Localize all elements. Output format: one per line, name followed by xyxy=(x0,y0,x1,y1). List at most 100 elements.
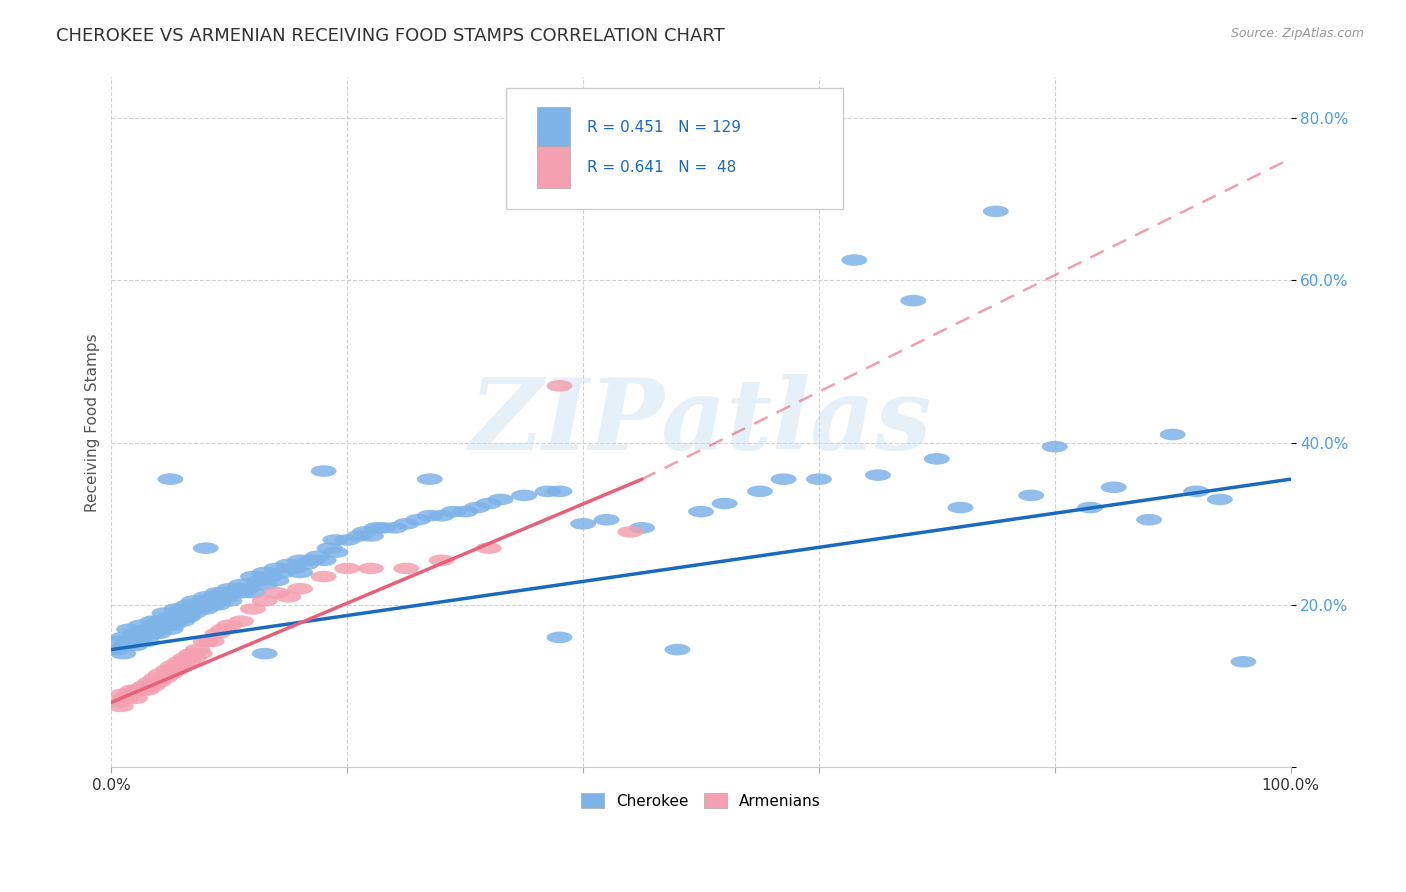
Ellipse shape xyxy=(160,660,186,672)
Ellipse shape xyxy=(138,676,163,688)
Ellipse shape xyxy=(117,636,142,648)
Ellipse shape xyxy=(475,498,502,509)
Ellipse shape xyxy=(311,555,336,566)
Ellipse shape xyxy=(146,628,172,640)
FancyBboxPatch shape xyxy=(506,87,842,209)
Ellipse shape xyxy=(593,514,620,525)
Ellipse shape xyxy=(193,603,219,615)
Ellipse shape xyxy=(122,692,148,704)
Ellipse shape xyxy=(187,648,212,659)
Ellipse shape xyxy=(394,563,419,574)
Ellipse shape xyxy=(263,587,290,599)
Ellipse shape xyxy=(370,522,395,533)
Ellipse shape xyxy=(110,689,136,700)
Ellipse shape xyxy=(770,474,797,485)
Ellipse shape xyxy=(226,582,252,594)
Ellipse shape xyxy=(108,700,134,712)
Y-axis label: Receiving Food Stamps: Receiving Food Stamps xyxy=(86,333,100,512)
Ellipse shape xyxy=(900,295,927,307)
Ellipse shape xyxy=(173,652,198,664)
Ellipse shape xyxy=(628,522,655,533)
Ellipse shape xyxy=(193,542,219,554)
Ellipse shape xyxy=(131,628,156,640)
Ellipse shape xyxy=(440,506,467,517)
Ellipse shape xyxy=(214,591,240,603)
Ellipse shape xyxy=(198,599,225,611)
Ellipse shape xyxy=(139,628,166,640)
Ellipse shape xyxy=(665,644,690,656)
Ellipse shape xyxy=(228,615,254,627)
Ellipse shape xyxy=(381,522,408,533)
Ellipse shape xyxy=(276,558,301,570)
Ellipse shape xyxy=(240,571,266,582)
Ellipse shape xyxy=(204,628,231,640)
Ellipse shape xyxy=(181,652,207,664)
Ellipse shape xyxy=(160,619,186,631)
Ellipse shape xyxy=(263,563,290,574)
Ellipse shape xyxy=(287,582,314,594)
Ellipse shape xyxy=(217,595,242,607)
Ellipse shape xyxy=(198,636,225,648)
Ellipse shape xyxy=(948,502,973,514)
Ellipse shape xyxy=(131,681,157,692)
Ellipse shape xyxy=(163,603,190,615)
Ellipse shape xyxy=(155,615,181,627)
Ellipse shape xyxy=(806,474,832,485)
Ellipse shape xyxy=(122,628,148,640)
Ellipse shape xyxy=(120,684,146,696)
Ellipse shape xyxy=(394,518,419,530)
Ellipse shape xyxy=(211,587,236,599)
Ellipse shape xyxy=(1184,485,1209,497)
Ellipse shape xyxy=(1018,490,1045,501)
Ellipse shape xyxy=(184,644,211,656)
Text: Source: ZipAtlas.com: Source: ZipAtlas.com xyxy=(1230,27,1364,40)
Ellipse shape xyxy=(190,595,217,607)
Ellipse shape xyxy=(107,636,132,648)
Ellipse shape xyxy=(1160,429,1185,441)
Text: ZIPatlas: ZIPatlas xyxy=(470,374,932,471)
Ellipse shape xyxy=(246,574,271,586)
Ellipse shape xyxy=(122,640,148,651)
Ellipse shape xyxy=(322,547,349,558)
Ellipse shape xyxy=(865,469,891,481)
Ellipse shape xyxy=(1101,482,1126,493)
Ellipse shape xyxy=(183,603,209,615)
Ellipse shape xyxy=(547,632,572,643)
Text: R = 0.451   N = 129: R = 0.451 N = 129 xyxy=(586,120,741,136)
Ellipse shape xyxy=(617,526,643,538)
Ellipse shape xyxy=(352,526,378,538)
Ellipse shape xyxy=(416,474,443,485)
Ellipse shape xyxy=(287,555,314,566)
Ellipse shape xyxy=(204,587,231,599)
Ellipse shape xyxy=(747,485,773,497)
Ellipse shape xyxy=(429,555,454,566)
Ellipse shape xyxy=(148,619,174,631)
Ellipse shape xyxy=(305,550,330,562)
Ellipse shape xyxy=(181,607,207,619)
Ellipse shape xyxy=(157,474,183,485)
FancyBboxPatch shape xyxy=(537,146,569,188)
Ellipse shape xyxy=(924,453,950,465)
Ellipse shape xyxy=(128,632,153,643)
Ellipse shape xyxy=(152,619,177,631)
Ellipse shape xyxy=(316,542,343,554)
Ellipse shape xyxy=(405,514,432,525)
Ellipse shape xyxy=(547,380,572,392)
Ellipse shape xyxy=(124,684,150,696)
Ellipse shape xyxy=(299,555,325,566)
Ellipse shape xyxy=(110,648,136,659)
Ellipse shape xyxy=(146,676,172,688)
Ellipse shape xyxy=(195,599,221,611)
Ellipse shape xyxy=(1136,514,1163,525)
Ellipse shape xyxy=(152,673,177,684)
Ellipse shape xyxy=(207,595,233,607)
Ellipse shape xyxy=(134,636,160,648)
Text: R = 0.641   N =  48: R = 0.641 N = 48 xyxy=(586,160,735,175)
Ellipse shape xyxy=(187,603,212,615)
Ellipse shape xyxy=(163,615,190,627)
Ellipse shape xyxy=(128,684,153,696)
Ellipse shape xyxy=(176,611,201,623)
Ellipse shape xyxy=(117,624,142,635)
Ellipse shape xyxy=(276,591,301,603)
Ellipse shape xyxy=(257,571,284,582)
